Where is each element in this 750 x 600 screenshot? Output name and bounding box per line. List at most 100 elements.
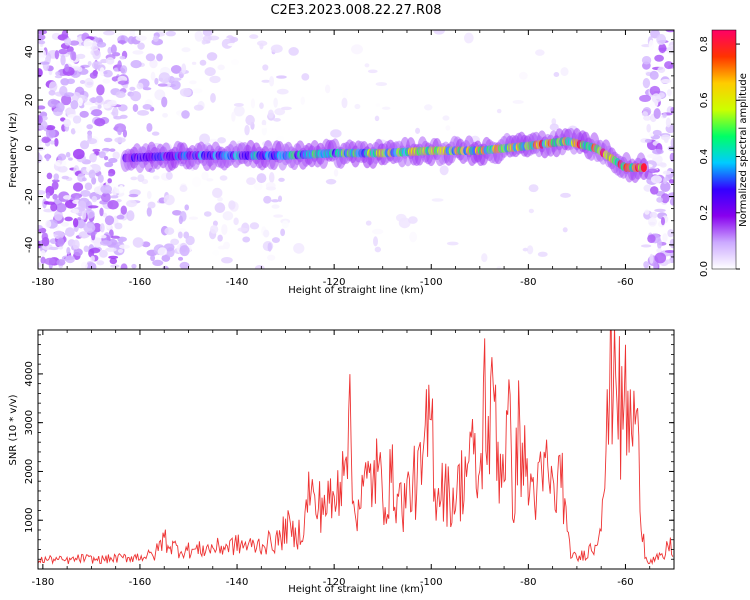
heatmap-cell [209,75,221,84]
heatmap-cell [373,236,378,247]
heatmap-cell [646,153,659,159]
heatmap-cell [55,71,61,76]
heatmap-cell [55,60,61,71]
heatmap-cell [87,60,92,67]
heatmap-cell [250,98,256,109]
heatmap-cell [88,169,96,179]
x-tick-label: -60 [617,577,633,588]
heatmap-cell [259,102,264,110]
heatmap-cell [57,237,65,247]
heatmap-cell [96,84,105,96]
heatmap-cell [658,43,667,54]
heatmap-cell [409,231,417,243]
heatmap-cell [39,61,50,65]
heatmap-cell [107,200,119,210]
heatmap-cell [364,63,370,68]
heatmap-cell [72,208,80,214]
heatmap-cell [212,187,223,199]
heatmap-cell [217,64,225,71]
heatmap-cell [228,200,236,210]
heatmap-cell [142,103,152,110]
heatmap-cell [86,138,98,145]
x-tick-label: -80 [520,577,536,588]
heatmap-cell [649,85,661,96]
heatmap-cell [662,112,667,118]
heatmap-cell [56,259,66,266]
snr-series-layer [38,330,674,566]
heatmap-cell [217,234,223,242]
heatmap-cell [273,97,278,108]
heatmap-ridge-layer [120,127,649,184]
colorbar-ticks: 0.0 0.2 0.4 0.6 0.8 [699,36,740,277]
heatmap-cell [662,170,672,175]
heatmap-cell [649,253,654,264]
heatmap-cell [656,248,663,253]
heatmap-cell [270,199,280,203]
heatmap-cell [110,264,120,268]
heatmap-cell [249,222,260,230]
heatmap-cell [53,230,65,240]
heatmap-cell [57,153,67,161]
heatmap-cell [162,112,168,118]
heatmap-cell [38,48,45,52]
heatmap-cell [156,53,163,62]
heatmap-cell [54,75,63,79]
heatmap-cell [137,42,145,50]
heatmap-cell [48,90,56,96]
heatmap-cell [48,81,58,92]
spectrogram-y-ticks: -40 -20 0 20 40 [24,39,674,270]
x-tick-label: -160 [129,577,152,588]
heatmap-cell [181,110,190,119]
heatmap-cell [249,34,259,39]
heatmap-cell [151,131,160,136]
heatmap-cell [70,100,79,110]
heatmap-cell [72,239,80,250]
spectrogram-panel: -180 -160 -140 -120 -100 -80 -60 -40 -20 0 20 40 H… [8,29,675,296]
heatmap-cell [68,157,73,161]
heatmap-cell [38,105,46,110]
heatmap-cell [97,174,104,183]
heatmap-cell [161,96,168,108]
heatmap-cell [643,115,652,121]
heatmap-cell [424,104,433,111]
snr-y-ticks: 1000 2000 3000 4000 [24,334,674,570]
heatmap-cell [165,171,173,180]
heatmap-cell [165,30,176,37]
heatmap-cell [86,124,93,130]
heatmap-cell [65,151,71,158]
heatmap-cell [269,75,275,87]
heatmap-cell [276,122,283,127]
heatmap-cell [50,140,55,145]
heatmap-cell [560,67,569,77]
heatmap-cell [175,221,181,230]
heatmap-cell [118,237,124,244]
heatmap-cell [40,250,46,257]
heatmap-cell [149,59,158,69]
heatmap-cell [99,240,112,246]
heatmap-cell [89,152,97,163]
heatmap-cell [371,228,384,235]
heatmap-cell [91,195,98,203]
heatmap-cell [118,185,124,193]
heatmap-cell [137,174,145,183]
heatmap-cell [244,124,250,136]
heatmap-cell [54,50,60,60]
heatmap-cell [656,196,664,203]
heatmap-cell [93,240,103,248]
heatmap-cell [117,80,129,85]
heatmap-cell [47,98,59,108]
heatmap-cell [179,88,192,97]
heatmap-cell [660,79,672,84]
heatmap-cell [481,253,488,263]
heatmap-cell [54,210,63,221]
heatmap-cell [60,221,70,227]
heatmap-cell [53,173,60,181]
heatmap-cell [365,220,372,226]
heatmap-cell [72,115,82,124]
heatmap-cell [114,137,126,143]
heatmap-cell [76,53,86,60]
heatmap-cell [273,117,281,122]
heatmap-cell [78,231,90,239]
colorbar: 0.0 0.2 0.4 0.6 0.8 Normalized spectral ampl… [699,29,749,277]
